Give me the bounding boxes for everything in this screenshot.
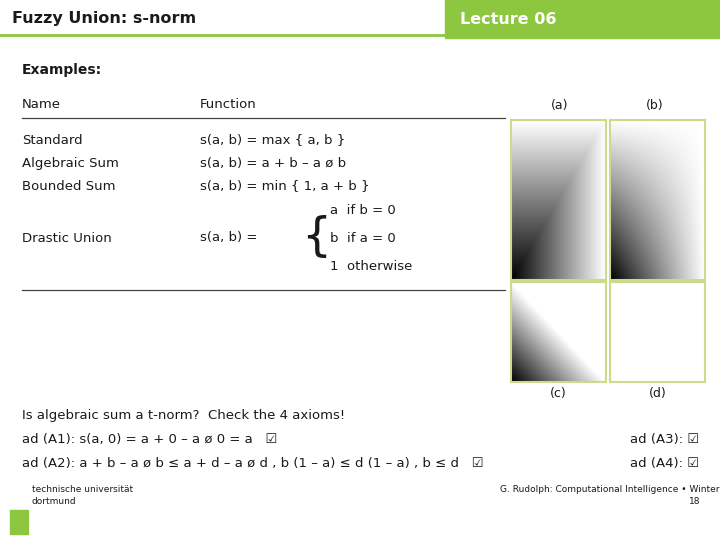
Text: b  if a = 0: b if a = 0 bbox=[330, 232, 396, 245]
Text: s(a, b) =: s(a, b) = bbox=[200, 232, 257, 245]
Text: ad (A3): ☑: ad (A3): ☑ bbox=[630, 434, 699, 447]
Text: s(a, b) = max { a, b }: s(a, b) = max { a, b } bbox=[200, 133, 346, 146]
Text: Fuzzy Union: s-norm: Fuzzy Union: s-norm bbox=[12, 11, 196, 26]
Text: s(a, b) = a + b – a ø b: s(a, b) = a + b – a ø b bbox=[200, 157, 346, 170]
Text: Standard: Standard bbox=[22, 133, 83, 146]
Text: (a): (a) bbox=[552, 98, 569, 111]
Text: Lecture 06: Lecture 06 bbox=[460, 11, 557, 26]
Bar bbox=[10, 510, 28, 534]
Text: Function: Function bbox=[200, 98, 257, 111]
Text: (c): (c) bbox=[550, 387, 567, 400]
Text: 18: 18 bbox=[688, 496, 700, 505]
Text: Is algebraic sum a t-norm?  Check the 4 axioms!: Is algebraic sum a t-norm? Check the 4 a… bbox=[22, 408, 345, 422]
Text: ad (A4): ☑: ad (A4): ☑ bbox=[630, 456, 699, 469]
Bar bbox=[0, 0, 445, 38]
Text: dortmund: dortmund bbox=[32, 496, 76, 505]
Text: 1  otherwise: 1 otherwise bbox=[330, 260, 413, 273]
Text: technische universität: technische universität bbox=[32, 484, 133, 494]
Text: a  if b = 0: a if b = 0 bbox=[330, 204, 396, 217]
Text: Examples:: Examples: bbox=[22, 63, 102, 77]
Text: Name: Name bbox=[22, 98, 61, 111]
Text: (b): (b) bbox=[646, 98, 664, 111]
Text: {: { bbox=[301, 215, 331, 260]
Bar bbox=[445, 0, 720, 38]
Text: ad (A2): a + b – a ø b ≤ a + d – a ø d , b (1 – a) ≤ d (1 – a) , b ≤ d   ☑: ad (A2): a + b – a ø b ≤ a + d – a ø d ,… bbox=[22, 456, 484, 469]
Text: G. Rudolph: Computational Intelligence • Winter Term 2014/15: G. Rudolph: Computational Intelligence •… bbox=[500, 484, 720, 494]
Text: ad (A1): s(a, 0) = a + 0 – a ø 0 = a   ☑: ad (A1): s(a, 0) = a + 0 – a ø 0 = a ☑ bbox=[22, 434, 277, 447]
Text: (d): (d) bbox=[649, 387, 667, 400]
Text: s(a, b) = min { 1, a + b }: s(a, b) = min { 1, a + b } bbox=[200, 179, 369, 192]
Text: Drastic Union: Drastic Union bbox=[22, 232, 112, 245]
Text: Algebraic Sum: Algebraic Sum bbox=[22, 157, 119, 170]
Text: Bounded Sum: Bounded Sum bbox=[22, 179, 115, 192]
